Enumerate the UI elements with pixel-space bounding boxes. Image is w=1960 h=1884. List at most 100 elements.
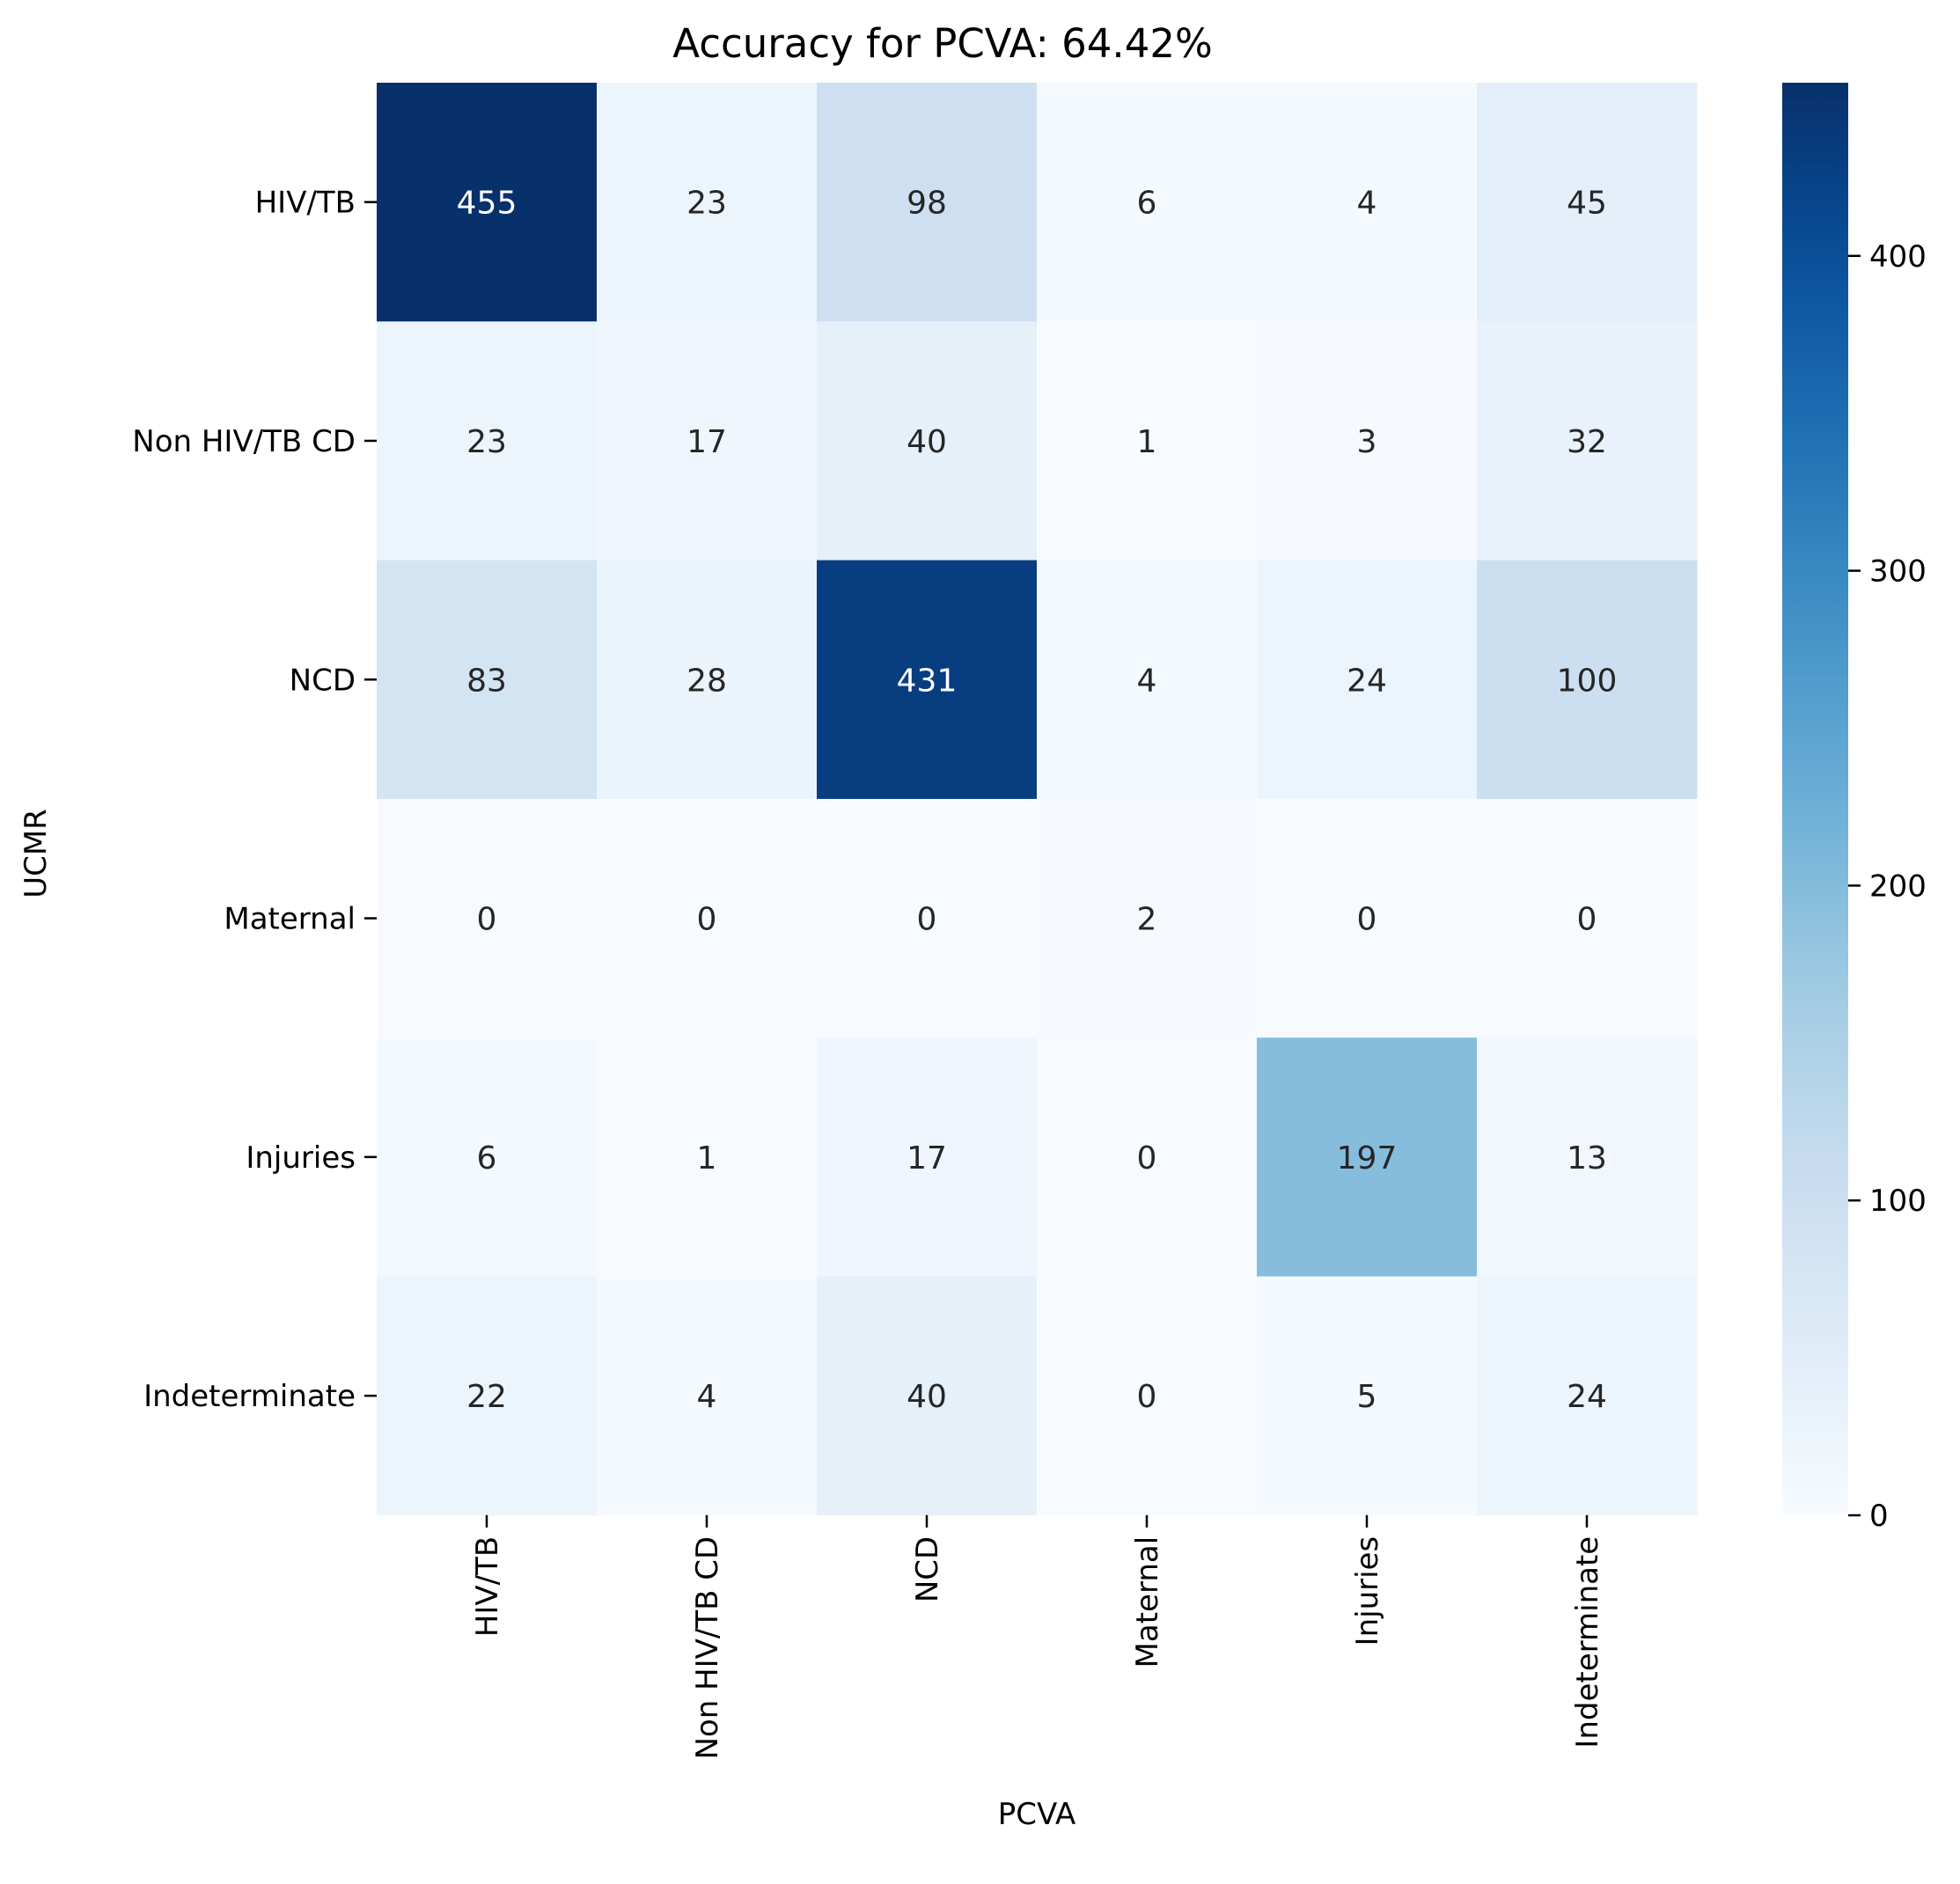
- cell-value-label: 17: [686, 424, 727, 460]
- heatmap-cell: [597, 83, 818, 322]
- heatmap-cell: [817, 1037, 1038, 1277]
- heatmap-cell: [1477, 1037, 1698, 1277]
- cell-value-label: 197: [1337, 1140, 1398, 1177]
- colorbar: [1782, 83, 1848, 1515]
- heatmap-cell: [377, 1276, 598, 1516]
- cell-value-label: 1: [697, 1140, 717, 1177]
- cell-value-label: 431: [897, 663, 958, 699]
- x-axis-ticks: HIV/TB Non HIV/TB CD NCD Maternal Injuries In…: [470, 1514, 1605, 1760]
- x-tick-label: Maternal: [1130, 1536, 1165, 1668]
- heatmap-cell: [377, 321, 598, 561]
- heatmap-cell: [1257, 83, 1478, 322]
- heatmap-cell: [597, 321, 818, 561]
- colorbar-tick-label: 100: [1869, 1184, 1927, 1219]
- heatmap-cell: [1477, 1276, 1698, 1516]
- y-axis-ticks: HIV/TB Non HIV/TB CD NCD Maternal Injuries In…: [132, 186, 377, 1414]
- heatmap-cell: [1037, 321, 1258, 561]
- cell-value-label: 40: [907, 424, 947, 460]
- heatmap-cell: [1257, 560, 1478, 800]
- cell-value-label: 0: [477, 902, 497, 938]
- cell-value-label: 455: [457, 186, 518, 222]
- x-tick-label: NCD: [910, 1536, 945, 1602]
- heatmap-cell: [377, 83, 598, 322]
- heatmap-cell: [1037, 1037, 1258, 1277]
- heatmap-cell: [377, 798, 598, 1038]
- colorbar-tick-label: 200: [1869, 869, 1927, 904]
- heatmap-cell: [817, 83, 1038, 322]
- cell-value-label: 28: [686, 663, 727, 699]
- colorbar-tick-label: 300: [1869, 554, 1927, 590]
- colorbar-tick-label: 0: [1869, 1499, 1889, 1534]
- y-tick-label: Injuries: [246, 1140, 356, 1176]
- heatmap-cell: [817, 321, 1038, 561]
- heatmap-cells: [377, 83, 1698, 1516]
- x-tick-label: Non HIV/TB CD: [690, 1536, 725, 1760]
- cell-value-label: 0: [697, 902, 717, 938]
- cell-value-label: 98: [907, 186, 947, 222]
- cell-value-label: 4: [1357, 186, 1377, 222]
- heatmap-cell: [597, 798, 818, 1038]
- cell-value-label: 0: [917, 902, 937, 938]
- cell-value-label: 100: [1557, 663, 1618, 699]
- heatmap-cell: [1037, 83, 1258, 322]
- y-axis-label: UCMR: [18, 809, 54, 898]
- y-tick-label: HIV/TB: [255, 186, 356, 221]
- heatmap-cell: [817, 560, 1038, 800]
- heatmap-cell: [597, 1037, 818, 1277]
- heatmap-cell: [1477, 321, 1698, 561]
- cell-value-label: 22: [466, 1379, 507, 1415]
- x-tick-label: HIV/TB: [470, 1536, 505, 1637]
- heatmap-cell: [377, 1037, 598, 1277]
- cell-value-label: 24: [1567, 1379, 1607, 1415]
- cell-value-label: 23: [686, 186, 727, 222]
- heatmap-cell: [597, 560, 818, 800]
- cell-value-label: 13: [1567, 1140, 1607, 1177]
- cell-value-label: 0: [1137, 1379, 1157, 1415]
- heatmap-cell: [1257, 1276, 1478, 1516]
- colorbar-tick-label: 400: [1869, 239, 1927, 275]
- cell-value-label: 83: [466, 663, 507, 699]
- cell-value-label: 32: [1567, 424, 1607, 460]
- cell-value-label: 1: [1137, 424, 1157, 460]
- heatmap-cell: [817, 798, 1038, 1038]
- cell-value-label: 6: [477, 1140, 497, 1177]
- heatmap-cell: [1257, 1037, 1478, 1277]
- cell-value-label: 24: [1347, 663, 1387, 699]
- cell-value-label: 3: [1357, 424, 1377, 460]
- x-tick-label: Injuries: [1350, 1536, 1385, 1646]
- y-tick-label: Maternal: [224, 902, 356, 937]
- x-axis-label: PCVA: [998, 1797, 1076, 1832]
- heatmap-cell: [597, 1276, 818, 1516]
- cell-value-label: 17: [907, 1140, 947, 1177]
- heatmap-cell: [1037, 560, 1258, 800]
- cell-value-label: 0: [1357, 902, 1377, 938]
- cell-value-label: 45: [1567, 186, 1607, 222]
- y-tick-label: NCD: [290, 663, 356, 698]
- heatmap-cell: [1257, 321, 1478, 561]
- heatmap-cell: [1477, 560, 1698, 800]
- y-tick-label: Non HIV/TB CD: [132, 424, 356, 459]
- x-tick-label: Indeterminate: [1570, 1536, 1605, 1748]
- cell-value-label: 2: [1137, 902, 1157, 938]
- cell-value-label: 5: [1357, 1379, 1377, 1415]
- cell-value-label: 23: [466, 424, 507, 460]
- heatmap-cell: [1037, 1276, 1258, 1516]
- heatmap-cell: [1477, 798, 1698, 1038]
- y-tick-label: Indeterminate: [143, 1379, 356, 1414]
- heatmap-cell: [1477, 83, 1698, 322]
- cell-value-label: 40: [907, 1379, 947, 1415]
- cell-value-label: 6: [1137, 186, 1157, 222]
- heatmap-cell: [817, 1276, 1038, 1516]
- heatmap-cell: [377, 560, 598, 800]
- chart-title: Accuracy for PCVA: 64.42%: [672, 20, 1212, 67]
- cell-value-label: 4: [1137, 663, 1157, 699]
- colorbar-ticks: 0 100 200 300 400: [1848, 239, 1927, 1534]
- heatmap-cell: [1037, 798, 1258, 1038]
- cell-value-label: 0: [1577, 902, 1597, 938]
- cell-value-label: 0: [1137, 1140, 1157, 1177]
- heatmap-cell: [1257, 798, 1478, 1038]
- cell-value-label: 4: [697, 1379, 717, 1415]
